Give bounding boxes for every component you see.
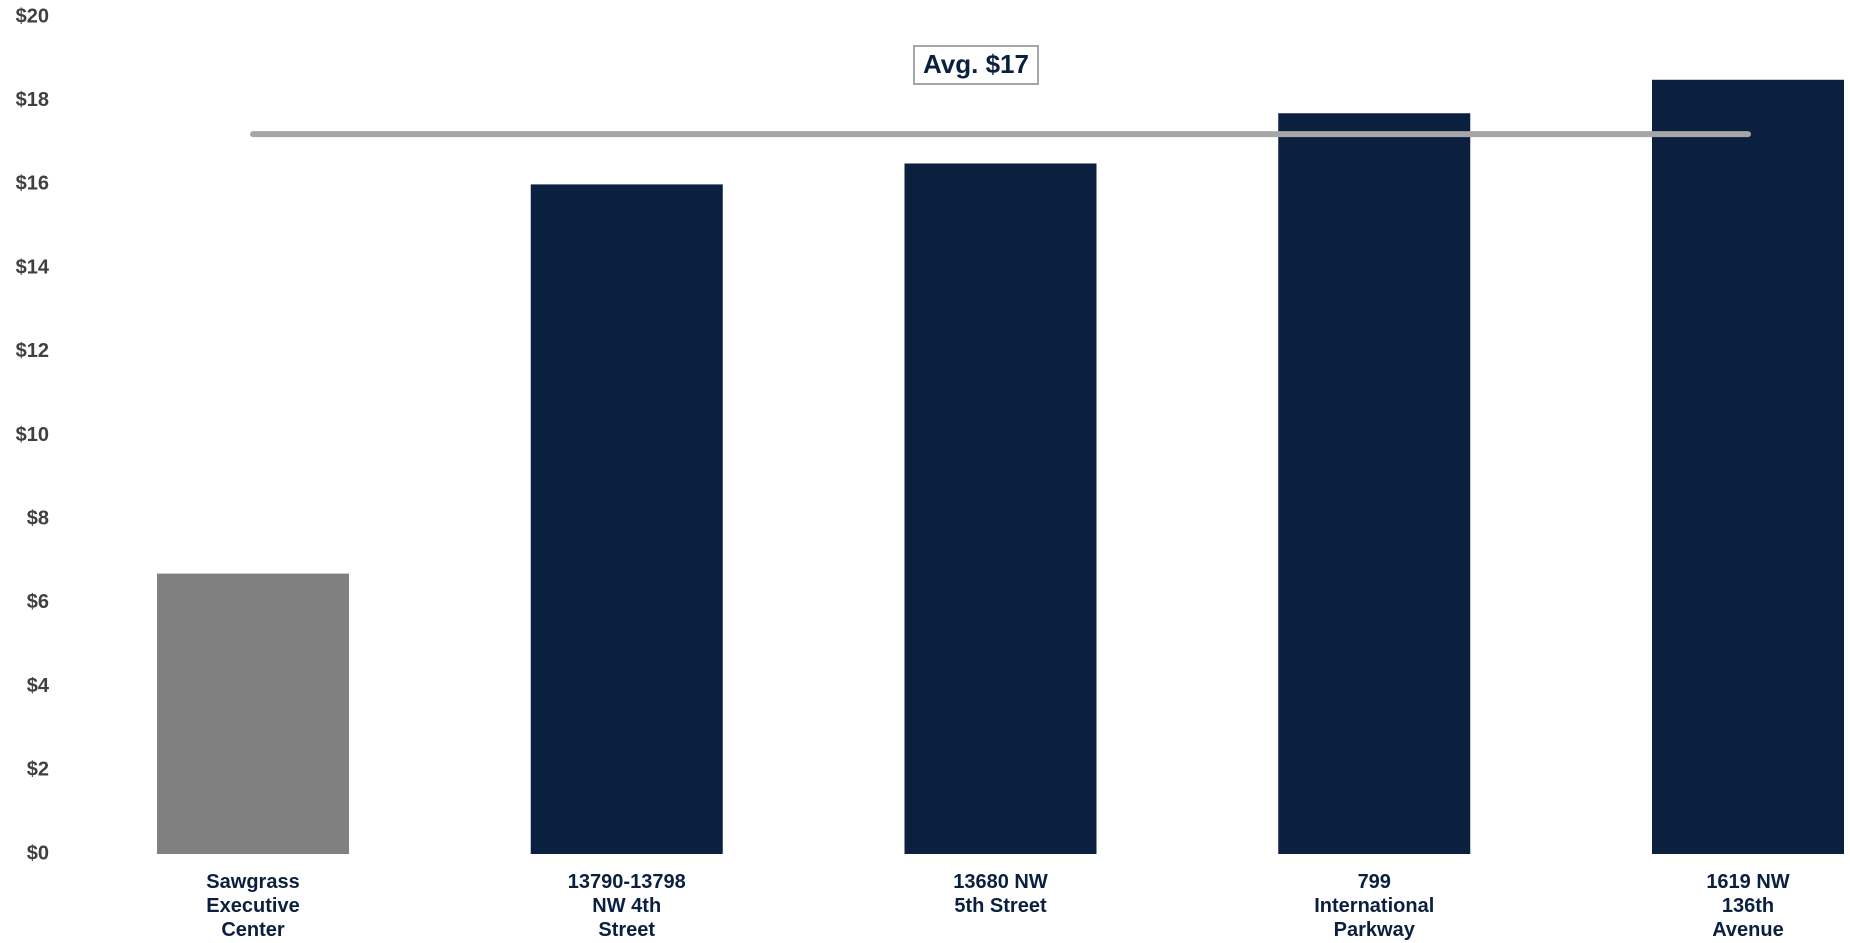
bar xyxy=(1652,79,1844,854)
bar xyxy=(1278,113,1471,854)
average-label-box xyxy=(913,45,1039,85)
bar xyxy=(530,184,723,854)
average-marker: Avg. $17 xyxy=(250,45,1751,138)
y-axis: $0 $2 $4 $6 $8 $10 $12 $14 $16 $18 $20 xyxy=(16,5,50,864)
y-tick-label: $6 xyxy=(27,591,49,613)
x-category-label-line: 13790-13798 xyxy=(568,871,686,893)
y-tick-label: $0 xyxy=(27,842,49,864)
x-category-label-line: Center xyxy=(221,919,285,941)
y-tick-label: $20 xyxy=(16,5,49,27)
y-tick-label: $8 xyxy=(27,507,49,529)
x-category-label-line: 136th xyxy=(1722,895,1774,917)
y-tick-label: $2 xyxy=(27,759,49,781)
x-category-label-line: Sawgrass xyxy=(206,871,299,893)
x-category-label: Sawgrass Executive Center xyxy=(206,871,299,941)
y-tick-label: $10 xyxy=(16,424,49,446)
bars xyxy=(157,79,1844,855)
x-axis: Sawgrass Executive Center 13790-13798 NW 4th… xyxy=(206,871,1790,941)
x-category-label-line: Parkway xyxy=(1334,919,1416,941)
x-category-label-line: Executive xyxy=(206,895,299,917)
x-category-label-line: 799 xyxy=(1358,871,1391,893)
y-tick-label: $4 xyxy=(27,675,50,697)
x-category-label-line: 13680 NW xyxy=(953,871,1048,893)
x-category-label: 13790-13798 NW 4th Street xyxy=(568,871,686,941)
average-label: Avg. $17 xyxy=(923,49,1029,79)
y-tick-label: $14 xyxy=(16,256,50,278)
x-category-label-line: Avenue xyxy=(1712,919,1784,941)
x-category-label: 1619 NW 136th Avenue xyxy=(1706,871,1789,941)
x-category-label: 13680 NW 5th Street xyxy=(953,871,1048,917)
x-category-label-line: 1619 NW xyxy=(1706,871,1789,893)
x-category-label-line: 5th Street xyxy=(954,895,1047,917)
y-tick-label: $12 xyxy=(16,340,49,362)
x-category-label-line: NW 4th xyxy=(592,895,661,917)
bar xyxy=(904,163,1097,855)
x-category-label: 799 International Parkway xyxy=(1314,871,1434,941)
x-category-label-line: International xyxy=(1314,895,1434,917)
x-category-label-line: Street xyxy=(598,919,655,941)
bar xyxy=(157,573,349,854)
y-tick-label: $16 xyxy=(16,173,49,195)
y-tick-label: $18 xyxy=(16,89,49,111)
